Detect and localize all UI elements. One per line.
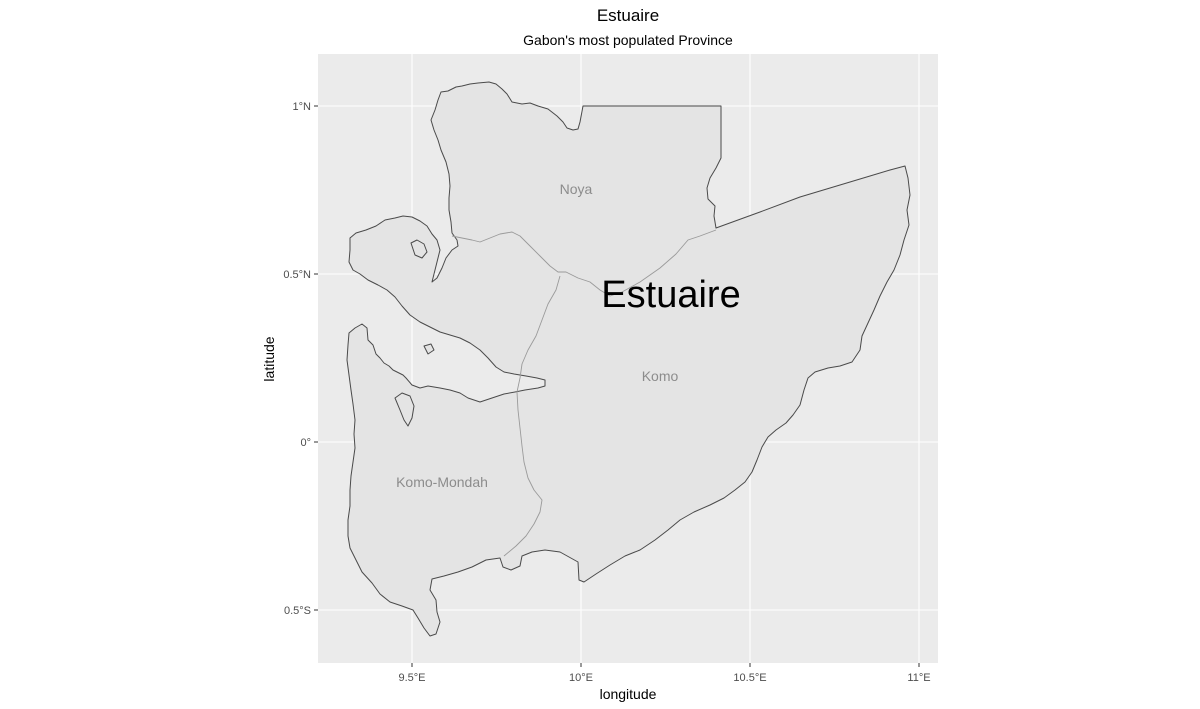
internal-boundaries [451,229,717,557]
y-tick-label-0-5n: 0.5°N [283,269,311,281]
x-tick-label-10-5: 10.5°E [733,672,766,684]
y-axis-title: latitude [261,336,277,381]
y-axis: 1°N 0.5°N 0° 0.5°S [283,101,318,617]
province-label: Estuaire [601,274,740,316]
map-title: Estuaire [596,6,660,25]
x-tick-label-10: 10°E [569,672,593,684]
region-label-noya: Noya [560,181,593,197]
x-axis-title: longitude [600,686,657,702]
boundary-komo-mondah [503,275,561,557]
estuary-island-1 [410,239,428,259]
estuaire-province [346,81,911,637]
province-north-shape [346,81,911,637]
estuary-channel [394,392,415,427]
region-label-komo: Komo [642,368,679,384]
map-subtitle: Gabon's most populated Province [523,32,733,48]
y-tick-label-0-5s: 0.5°S [284,605,311,617]
estuary-island-2 [423,343,435,355]
y-tick-label-0: 0° [300,437,311,449]
y-tick-label-1n: 1°N [293,101,312,113]
boundary-noya-komo [451,229,717,297]
x-tick-label-9-5: 9.5°E [398,672,425,684]
x-tick-label-11: 11°E [907,672,930,684]
x-axis: 9.5°E 10°E 10.5°E 11°E [398,663,931,684]
region-label-komo-mondah: Komo-Mondah [396,474,488,490]
